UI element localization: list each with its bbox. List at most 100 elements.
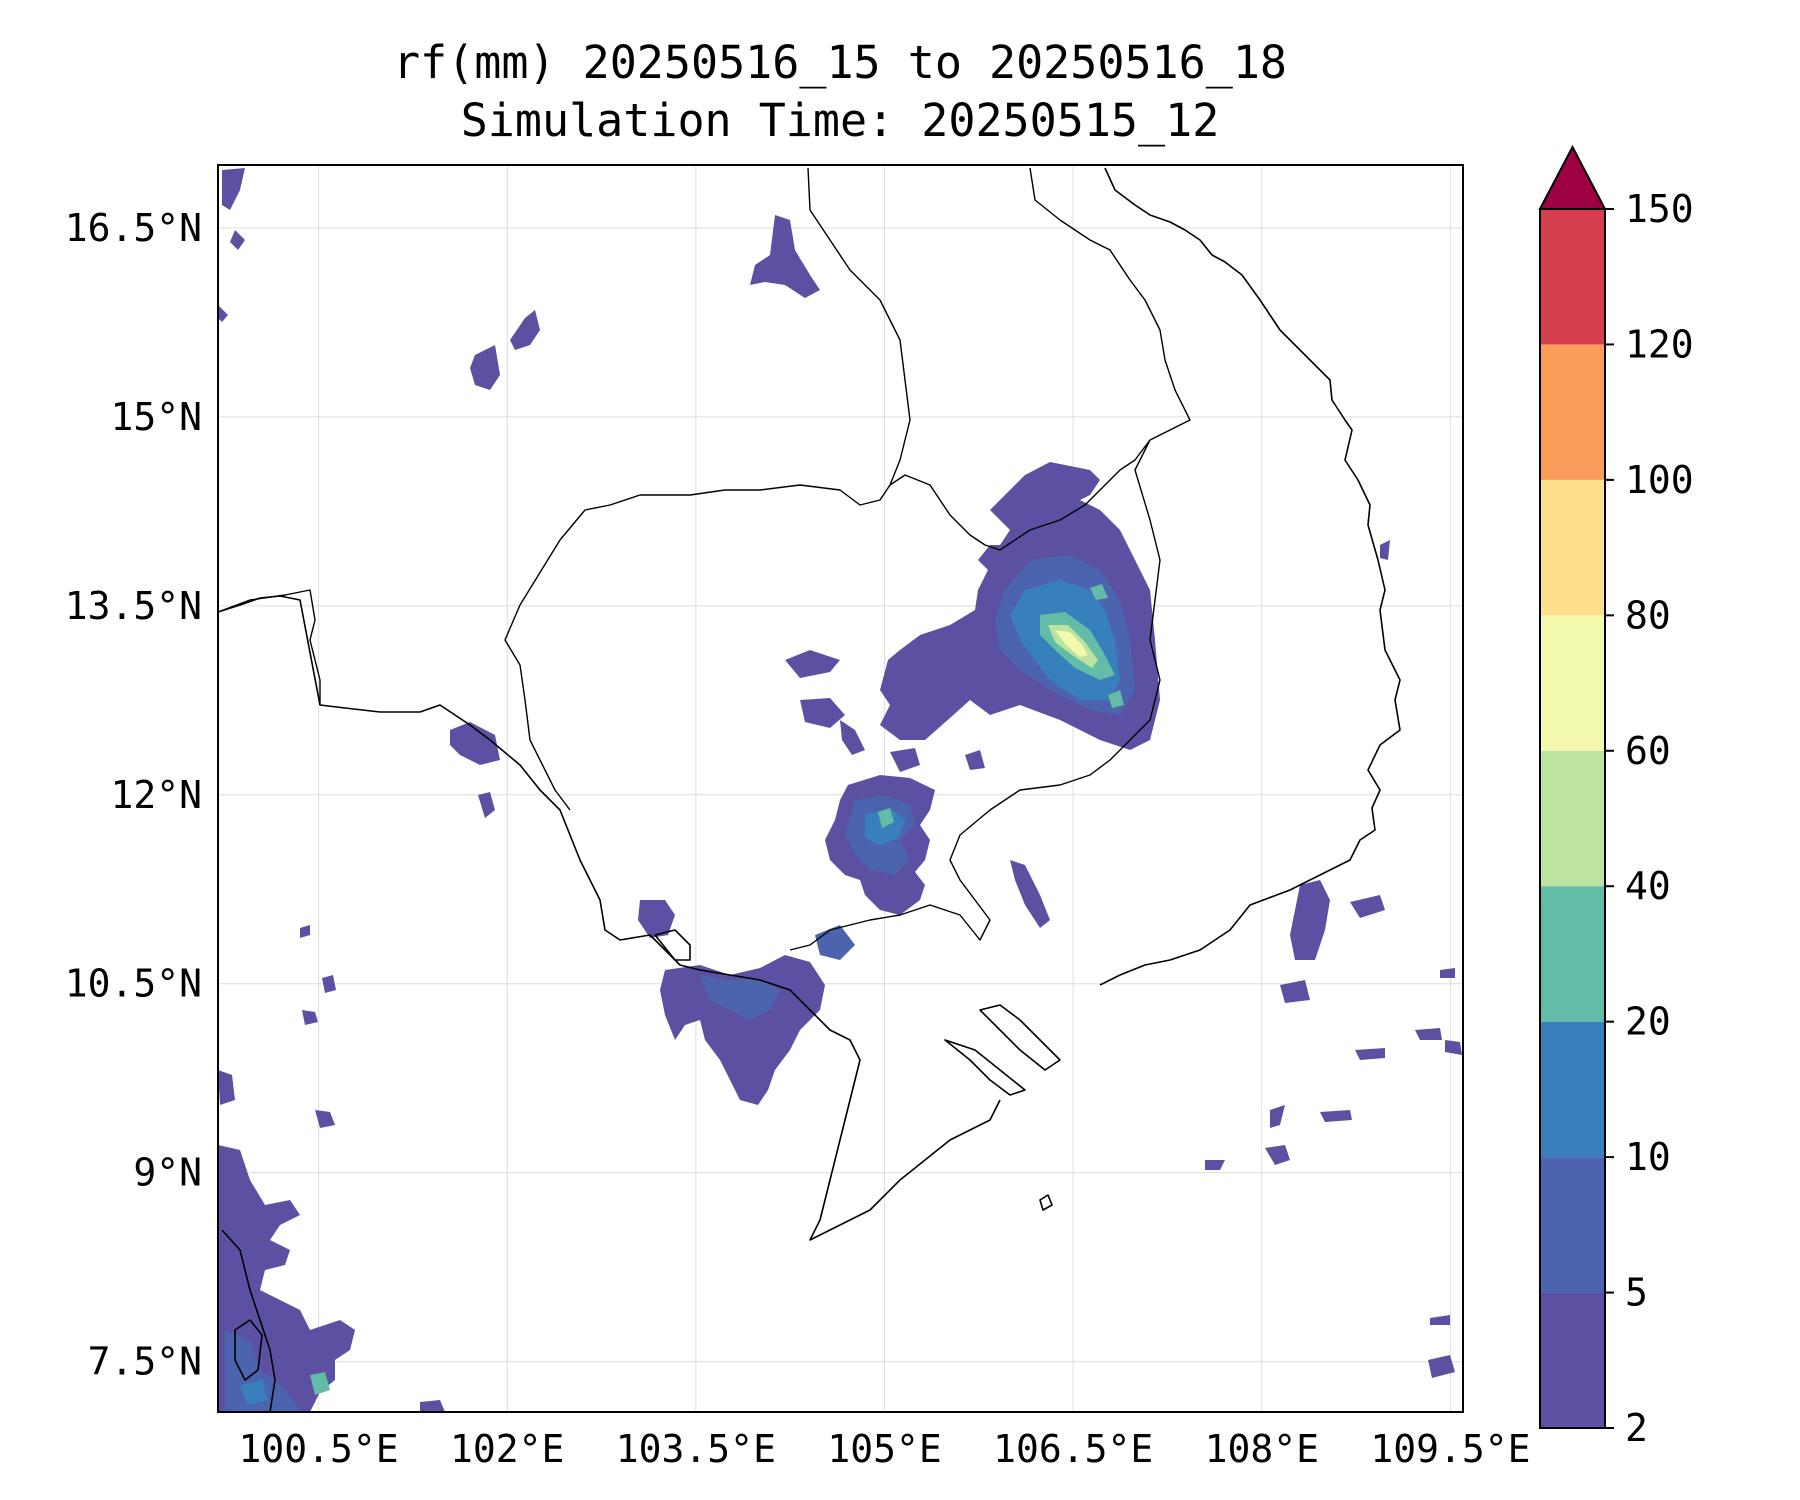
rainfall-contours: [218, 168, 1462, 1412]
rain-cell-mid-5: [965, 750, 985, 770]
lon-tick-label: 103.5°E: [616, 1427, 776, 1471]
colorbar-segment: [1540, 209, 1605, 345]
latitude-ticks: 16.5°N 15°N 13.5°N 12°N 10.5°N 9°N 7.5°N: [65, 206, 202, 1384]
rain-area-south-inner: [700, 975, 780, 1020]
colorbar-tick-label: 120: [1625, 322, 1694, 366]
coastline-con-son: [1039, 1194, 1053, 1211]
gridlines: [218, 165, 1463, 1412]
map-panel: 100.5°E 102°E 103.5°E 105°E 106.5°E 108°E 109.…: [65, 164, 1531, 1471]
rain-cell-west-1: [450, 722, 500, 765]
rain-cell-north-1: [750, 215, 820, 298]
rain-cell-east-12: [1428, 1355, 1455, 1378]
rain-cell-west-6: [315, 1110, 335, 1128]
colorbar-tick-label: 80: [1625, 593, 1671, 637]
rain-cell-east-10: [1205, 1160, 1225, 1170]
rain-cell-mid-4: [890, 748, 920, 772]
rain-area-central-green: [878, 808, 894, 828]
map-background: [218, 165, 1463, 1412]
rain-cell-west-2: [478, 792, 495, 818]
lat-tick-label: 15°N: [110, 395, 202, 439]
rain-cell-east-7: [1270, 1105, 1285, 1128]
rain-area-southwest: [218, 1145, 355, 1412]
border-thailand-cambodia-north: [519, 439, 1151, 606]
title-line-1: rf(mm) 20250516_15 to 20250516_18: [393, 36, 1287, 89]
rain-area-southwest-green: [310, 1372, 330, 1395]
map-frame-border: [217, 164, 1464, 1413]
colorbar-tick-label: 40: [1625, 864, 1671, 908]
lon-tick-label: 100.5°E: [239, 1427, 399, 1471]
rain-area-southwest-blue: [240, 1380, 268, 1405]
longitude-ticks: 100.5°E 102°E 103.5°E 105°E 106.5°E 108°E 109.…: [239, 1427, 1531, 1471]
rain-area-south: [660, 955, 825, 1105]
colorbar-extend-arrow: [1538, 144, 1607, 210]
colorbar-segment: [1540, 615, 1605, 751]
lon-tick-label: 106.5°E: [993, 1427, 1153, 1471]
colorbar-segment: [1540, 479, 1605, 616]
colorbar: 2 5 10 20 40 60 80 100 120 150: [1538, 144, 1694, 1450]
rain-cell-east-14: [1380, 540, 1390, 560]
coastline-vietnam-east: [1099, 167, 1401, 986]
border-thailand-myanmar: [218, 589, 321, 705]
coastlines-and-borders: [218, 167, 1401, 1412]
colorbar-segment: [1540, 1021, 1605, 1158]
rain-cell-east-8: [1320, 1110, 1352, 1122]
rain-cell-east-3: [1280, 980, 1310, 1003]
rain-area-east-core60: [1055, 630, 1088, 657]
rain-cell-east-13: [1440, 968, 1455, 978]
colorbar-segment: [1540, 1292, 1605, 1428]
colorbar-tick-label: 20: [1625, 1000, 1671, 1044]
rain-cell-north-3: [470, 345, 500, 390]
lat-tick-label: 12°N: [110, 773, 202, 817]
rain-cell-mid-3: [840, 720, 865, 755]
coastline-malay-peninsula: [221, 1229, 276, 1412]
border-laos-vietnam: [1029, 167, 1191, 441]
coastline-mekong-delta: [944, 1004, 1061, 1096]
rain-cell-west-4: [322, 975, 336, 993]
colorbar-segment: [1540, 344, 1605, 480]
rain-cell-east-5: [1415, 1028, 1442, 1040]
rain-cell-east-2: [1350, 895, 1385, 918]
border-thailand-cambodia-west: [504, 604, 571, 811]
rain-cell-mid-1: [785, 650, 840, 678]
rain-cell-mid-6: [1010, 860, 1050, 928]
rain-cell-north-4: [222, 168, 245, 210]
colorbar-tick-label: 150: [1625, 187, 1694, 231]
rain-cell-north-6: [218, 305, 228, 322]
rain-cell-east-11: [1430, 1315, 1450, 1325]
rain-cell-mid-2: [800, 698, 845, 728]
rain-cell-sw-2: [420, 1400, 445, 1412]
colorbar-tick-label: 5: [1625, 1271, 1648, 1315]
coastline-phu-quoc: [654, 929, 691, 961]
rain-cell-east-1: [1290, 880, 1330, 960]
lon-tick-label: 105°E: [827, 1427, 941, 1471]
lat-tick-label: 16.5°N: [65, 206, 202, 250]
colorbar-tick-label: 2: [1625, 1406, 1648, 1450]
lon-tick-label: 102°E: [450, 1427, 564, 1471]
rain-cell-sw-1: [218, 1070, 235, 1105]
rain-cell-east-9: [1265, 1145, 1290, 1165]
lat-tick-label: 9°N: [133, 1151, 202, 1195]
colorbar-segment: [1540, 1157, 1605, 1293]
rain-area-south-west: [638, 900, 675, 938]
lat-tick-label: 13.5°N: [65, 584, 202, 628]
rain-area-east-spot: [1090, 584, 1108, 600]
rain-area-east-spot2: [1108, 690, 1124, 708]
lat-tick-label: 10.5°N: [65, 962, 202, 1006]
colorbar-tick-label: 100: [1625, 458, 1694, 502]
rain-cell-west-3: [300, 925, 310, 938]
lon-tick-label: 109.5°E: [1370, 1427, 1530, 1471]
border-cambodia-vietnam: [789, 439, 1161, 951]
rain-cell-east-4: [1355, 1048, 1385, 1060]
coastline-gulf-of-thailand: [218, 595, 1001, 1241]
colorbar-tick-label: 60: [1625, 729, 1671, 773]
rain-cell-east-6: [1445, 1040, 1462, 1055]
border-laos-thailand: [807, 167, 911, 486]
title-line-2: Simulation Time: 20250515_12: [461, 94, 1220, 147]
colorbar-outline: [1539, 208, 1606, 1429]
coastline-malay-island: [234, 1319, 263, 1381]
colorbar-segment: [1540, 750, 1605, 887]
rain-cell-north-5: [230, 230, 245, 250]
colorbar-tick-label: 10: [1625, 1135, 1671, 1179]
lon-tick-label: 108°E: [1205, 1427, 1319, 1471]
